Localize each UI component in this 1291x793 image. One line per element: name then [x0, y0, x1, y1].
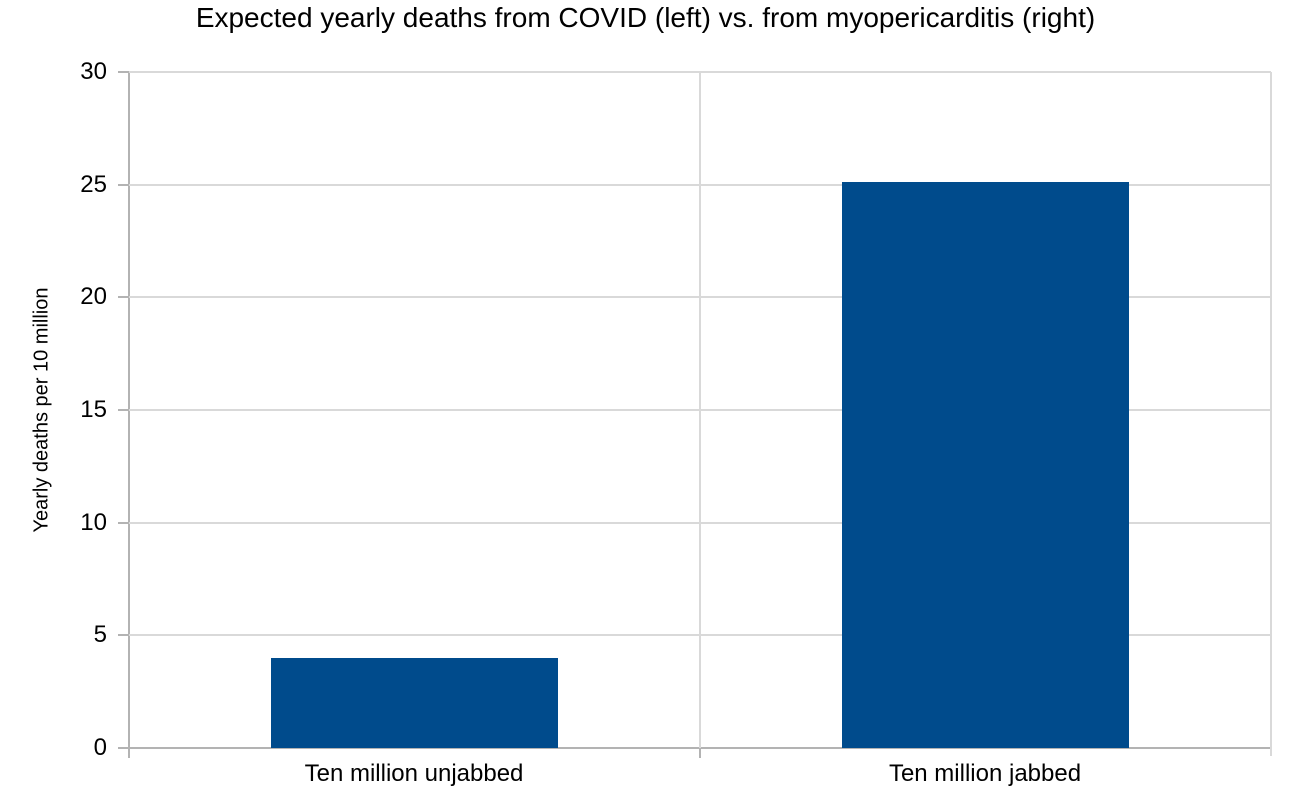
y-tick-label-0: 0 — [93, 734, 107, 761]
category-divider-gridline — [699, 72, 701, 748]
y-tick-label-5: 5 — [93, 621, 107, 649]
y-tick-label-15: 15 — [80, 396, 107, 423]
bar-ten-million-jabbed — [842, 182, 1129, 748]
y-tick-30 — [118, 71, 129, 73]
y-tick-15 — [118, 409, 129, 411]
y-axis-line — [128, 72, 130, 758]
y-tick-label-25: 25 — [80, 170, 107, 198]
y-tick-label-20: 20 — [80, 283, 107, 311]
y-tick-label-10: 10 — [80, 508, 107, 536]
y-tick-10 — [118, 521, 129, 524]
plot-right-border — [1270, 72, 1272, 756]
x-category-label-jabbed: Ten million jabbed — [888, 760, 1082, 787]
x-axis-center-tick — [699, 748, 701, 758]
y-tick-label-30: 30 — [80, 58, 107, 85]
bar-ten-million-unjabbed — [271, 657, 558, 748]
y-tick-20 — [118, 296, 129, 299]
y-tick-5 — [118, 634, 129, 637]
y-tick-0 — [118, 747, 129, 749]
plot-area — [128, 71, 1272, 758]
y-tick-25 — [118, 183, 129, 186]
chart-title: Expected yearly deaths from COVID (left)… — [195, 2, 1096, 33]
x-category-label-unjabbed: Ten million unjabbed — [304, 760, 524, 787]
